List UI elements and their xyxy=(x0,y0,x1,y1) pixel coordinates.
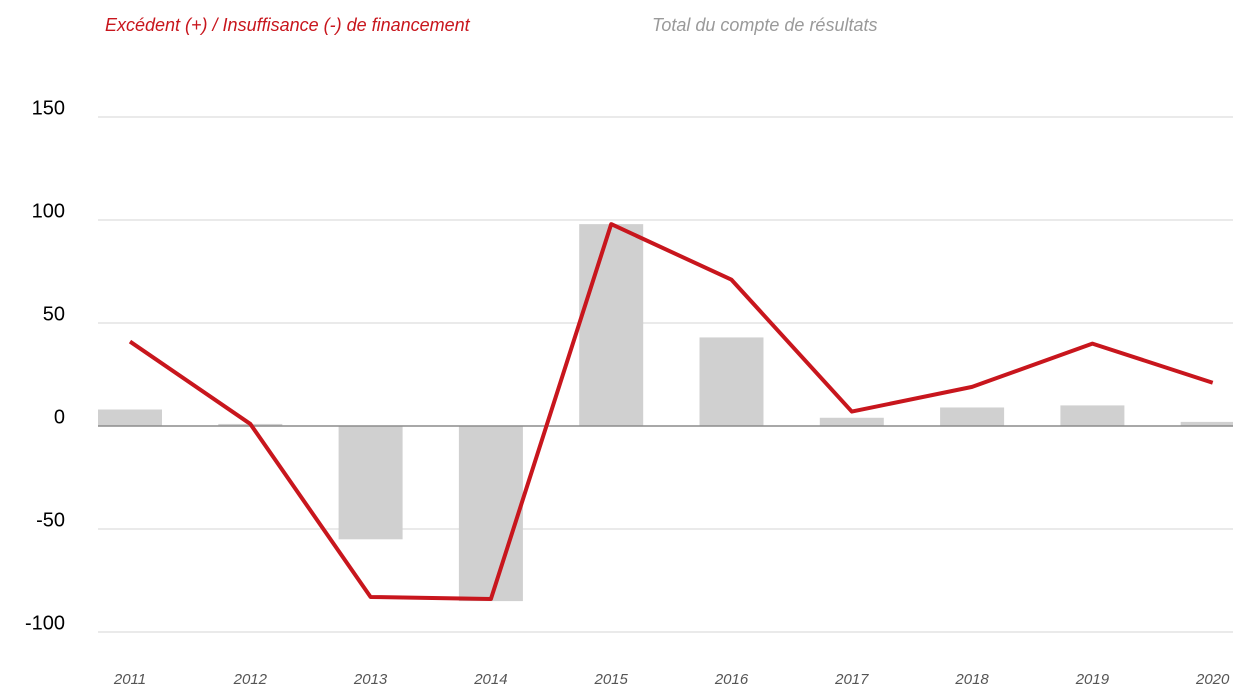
line xyxy=(128,222,1214,602)
bar xyxy=(940,407,1005,426)
y-tick-label: -100 xyxy=(25,612,65,634)
bar xyxy=(458,426,523,602)
x-tick-label: 2016 xyxy=(714,671,749,688)
bar xyxy=(699,337,764,426)
y-tick-label: -50 xyxy=(36,509,65,531)
x-tick-label: 2011 xyxy=(113,671,146,688)
x-tick-label: 2014 xyxy=(473,671,507,688)
y-tick-label: 0 xyxy=(54,406,65,428)
bar xyxy=(1060,405,1125,426)
x-tick-label: 2013 xyxy=(353,671,388,688)
grid xyxy=(98,116,1233,633)
legend-label: Total du compte de résultats xyxy=(652,15,877,35)
y-tick-label: 100 xyxy=(32,200,65,222)
bar xyxy=(819,417,884,426)
bar xyxy=(1180,421,1233,426)
y-tick-label: 150 xyxy=(32,97,65,119)
plot-area xyxy=(98,224,1233,602)
legend-label: Excédent (+) / Insuffisance (-) de finan… xyxy=(105,15,471,35)
x-tick-label: 2018 xyxy=(954,671,989,688)
x-tick-label: 2017 xyxy=(834,671,869,688)
y-tick-label: 50 xyxy=(43,303,65,325)
bar xyxy=(338,426,403,540)
x-tick-label: 2020 xyxy=(1195,671,1230,688)
bar xyxy=(98,409,162,426)
bar xyxy=(579,224,644,426)
x-tick-label: 2015 xyxy=(594,671,629,688)
x-tick-label: 2012 xyxy=(233,671,268,688)
x-tick-label: 2019 xyxy=(1075,671,1110,688)
